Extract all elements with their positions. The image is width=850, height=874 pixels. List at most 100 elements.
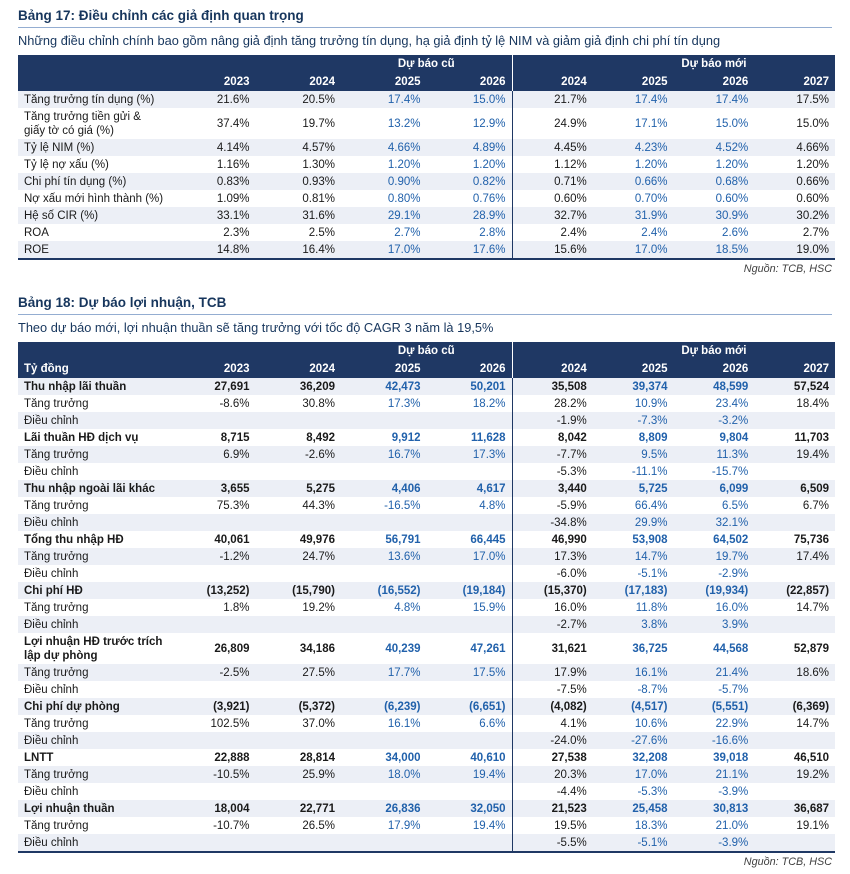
cell-old-2025: (16,552): [377, 584, 421, 597]
table-row: Tăng trưởng tiền gửi & giấy tờ có giá (%…: [18, 108, 835, 139]
group-old-forecast-label: Dự báo cũ: [341, 342, 513, 360]
cell-old-2025: 29.1%: [387, 209, 421, 222]
cell-old-2024: 1.30%: [302, 158, 335, 171]
row-label: Tăng trưởng: [24, 819, 89, 832]
cell-old-2024: 34,186: [299, 642, 335, 655]
table-row: ROA 2.3% 2.5% 2.7% 2.8% 2.4% 2.4% 2.6% 2…: [18, 224, 835, 241]
cell-old-2025: 42,473: [385, 380, 421, 393]
year-new-2026: 2026: [673, 73, 755, 91]
cell-new-2026: -2.9%: [718, 567, 749, 580]
cell-old-2024: 25.9%: [302, 768, 335, 781]
cell-old-2024: [256, 514, 342, 531]
group-new-forecast-label: Dự báo mới: [592, 342, 836, 360]
cell-new-2024: 35,508: [511, 378, 593, 395]
cell-old-2024: [256, 681, 342, 698]
cell-old-2026: 6.6%: [479, 717, 506, 730]
row-label: Tăng trưởng tín dụng (%): [24, 93, 155, 106]
cell-new-2025: -5.1%: [637, 836, 668, 849]
row-label: Tổng thu nhập HĐ: [24, 533, 124, 546]
table-row: Điều chỉnh -24.0% -27.6% -16.6%: [18, 732, 836, 749]
cell-old-2024: -2.6%: [304, 448, 335, 461]
cell-old-2026: 15.0%: [472, 93, 506, 106]
cell-old-2024: 24.7%: [302, 550, 335, 563]
cell-new-2025: -8.7%: [637, 683, 668, 696]
cell-old-2026: 17.3%: [472, 448, 506, 461]
cell-new-2024: 4.45%: [511, 139, 593, 156]
cell-new-2025: 18.3%: [634, 819, 668, 832]
cell-old-2026: [427, 681, 513, 698]
year-old-2025: 2025: [341, 360, 427, 378]
cell-old-2025: 17.3%: [387, 397, 421, 410]
year-old-2026: 2026: [426, 360, 513, 378]
cell-old-2026: [427, 412, 513, 429]
row-label: Lợi nhuận thuần: [24, 802, 115, 815]
row-label: LNTT: [24, 751, 54, 764]
cell-old-2025: 16.1%: [387, 717, 421, 730]
cell-old-2024: 31.6%: [302, 209, 335, 222]
cell-new-2024: 31,621: [511, 633, 593, 664]
cell-old-2023: 1.16%: [216, 158, 250, 171]
cell-new-2024: 19.5%: [511, 817, 593, 834]
table18-section: Bảng 18: Dự báo lợi nhuận, TCB Theo dự b…: [18, 295, 836, 868]
cell-new-2026: 64,502: [713, 533, 749, 546]
cell-old-2023: [170, 834, 256, 852]
cell-new-2025: -27.6%: [631, 734, 668, 747]
cell-old-2023: 14.8%: [216, 243, 250, 256]
year-new-2024: 2024: [511, 73, 593, 91]
cell-old-2026: 40,610: [470, 751, 506, 764]
cell-old-2023: 21.6%: [216, 93, 250, 106]
cell-new-2027: 1.20%: [796, 158, 830, 171]
year-new-2025: 2025: [592, 73, 674, 91]
cell-new-2027: [754, 463, 835, 480]
row-label: Tăng trưởng: [24, 717, 89, 730]
cell-old-2023: 40,061: [214, 533, 250, 546]
row-label: Tỷ lệ nợ xấu (%): [24, 158, 109, 171]
cell-old-2026: [427, 783, 513, 800]
cell-old-2023: 27,691: [214, 380, 250, 393]
row-label: Điều chỉnh: [24, 836, 79, 849]
cell-old-2024: [256, 463, 342, 480]
cell-old-2026: 32,050: [470, 802, 506, 815]
year-header-row: Tỷ đồng 2023 2024 2025 2026 2024 2025 20…: [18, 360, 836, 378]
cell-old-2024: 0.93%: [302, 175, 335, 188]
cell-new-2027: 18.6%: [796, 666, 830, 679]
cell-old-2026: 0.82%: [472, 175, 506, 188]
cell-old-2026: 12.9%: [472, 117, 506, 130]
cell-old-2025: 2.7%: [394, 226, 421, 239]
table17-section: Bảng 17: Điều chỉnh các giả định quan tr…: [18, 8, 836, 275]
cell-new-2026: 21.0%: [715, 819, 749, 832]
cell-new-2025: 31.9%: [634, 209, 668, 222]
cell-old-2025: 9,912: [391, 431, 421, 444]
cell-new-2027: 19.1%: [796, 819, 830, 832]
cell-new-2027: 19.2%: [796, 768, 830, 781]
cell-old-2026: 47,261: [470, 642, 506, 655]
row-label: Điều chỉnh: [24, 414, 79, 427]
cell-old-2024: 37.0%: [302, 717, 335, 730]
cell-old-2023: [170, 463, 256, 480]
cell-new-2027: 14.7%: [796, 601, 830, 614]
table-row: Tăng trưởng -1.2% 24.7% 13.6% 17.0% 17.3…: [18, 548, 836, 565]
cell-old-2023: [170, 681, 256, 698]
cell-new-2027: 0.60%: [796, 192, 830, 205]
cell-new-2027: 17.4%: [796, 550, 830, 563]
cell-new-2024: 46,990: [511, 531, 593, 548]
cell-old-2026: 17.0%: [472, 550, 506, 563]
cell-new-2024: -6.0%: [511, 565, 593, 582]
row-label: Tăng trưởng: [24, 397, 89, 410]
table-row: Chi phí dự phòng (3,921) (5,372) (6,239)…: [18, 698, 836, 715]
cell-new-2027: 15.0%: [796, 117, 830, 130]
cell-old-2024: 44.3%: [302, 499, 335, 512]
cell-new-2024: 0.60%: [511, 190, 593, 207]
cell-old-2025: [341, 514, 427, 531]
year-old-2026: 2026: [426, 73, 513, 91]
table-row: Nợ xấu mới hình thành (%) 1.09% 0.81% 0.…: [18, 190, 835, 207]
table-row: Tăng trưởng -8.6% 30.8% 17.3% 18.2% 28.2…: [18, 395, 835, 412]
cell-old-2024: 5,275: [306, 482, 335, 495]
year-old-2025: 2025: [341, 73, 427, 91]
row-label: Nợ xấu mới hình thành (%): [24, 192, 164, 205]
cell-old-2024: 4.57%: [302, 141, 335, 154]
cell-old-2024: 22,771: [299, 802, 335, 815]
cell-old-2026: [427, 514, 513, 531]
cell-new-2026: 9,804: [719, 431, 749, 444]
cell-old-2023: [170, 514, 256, 531]
